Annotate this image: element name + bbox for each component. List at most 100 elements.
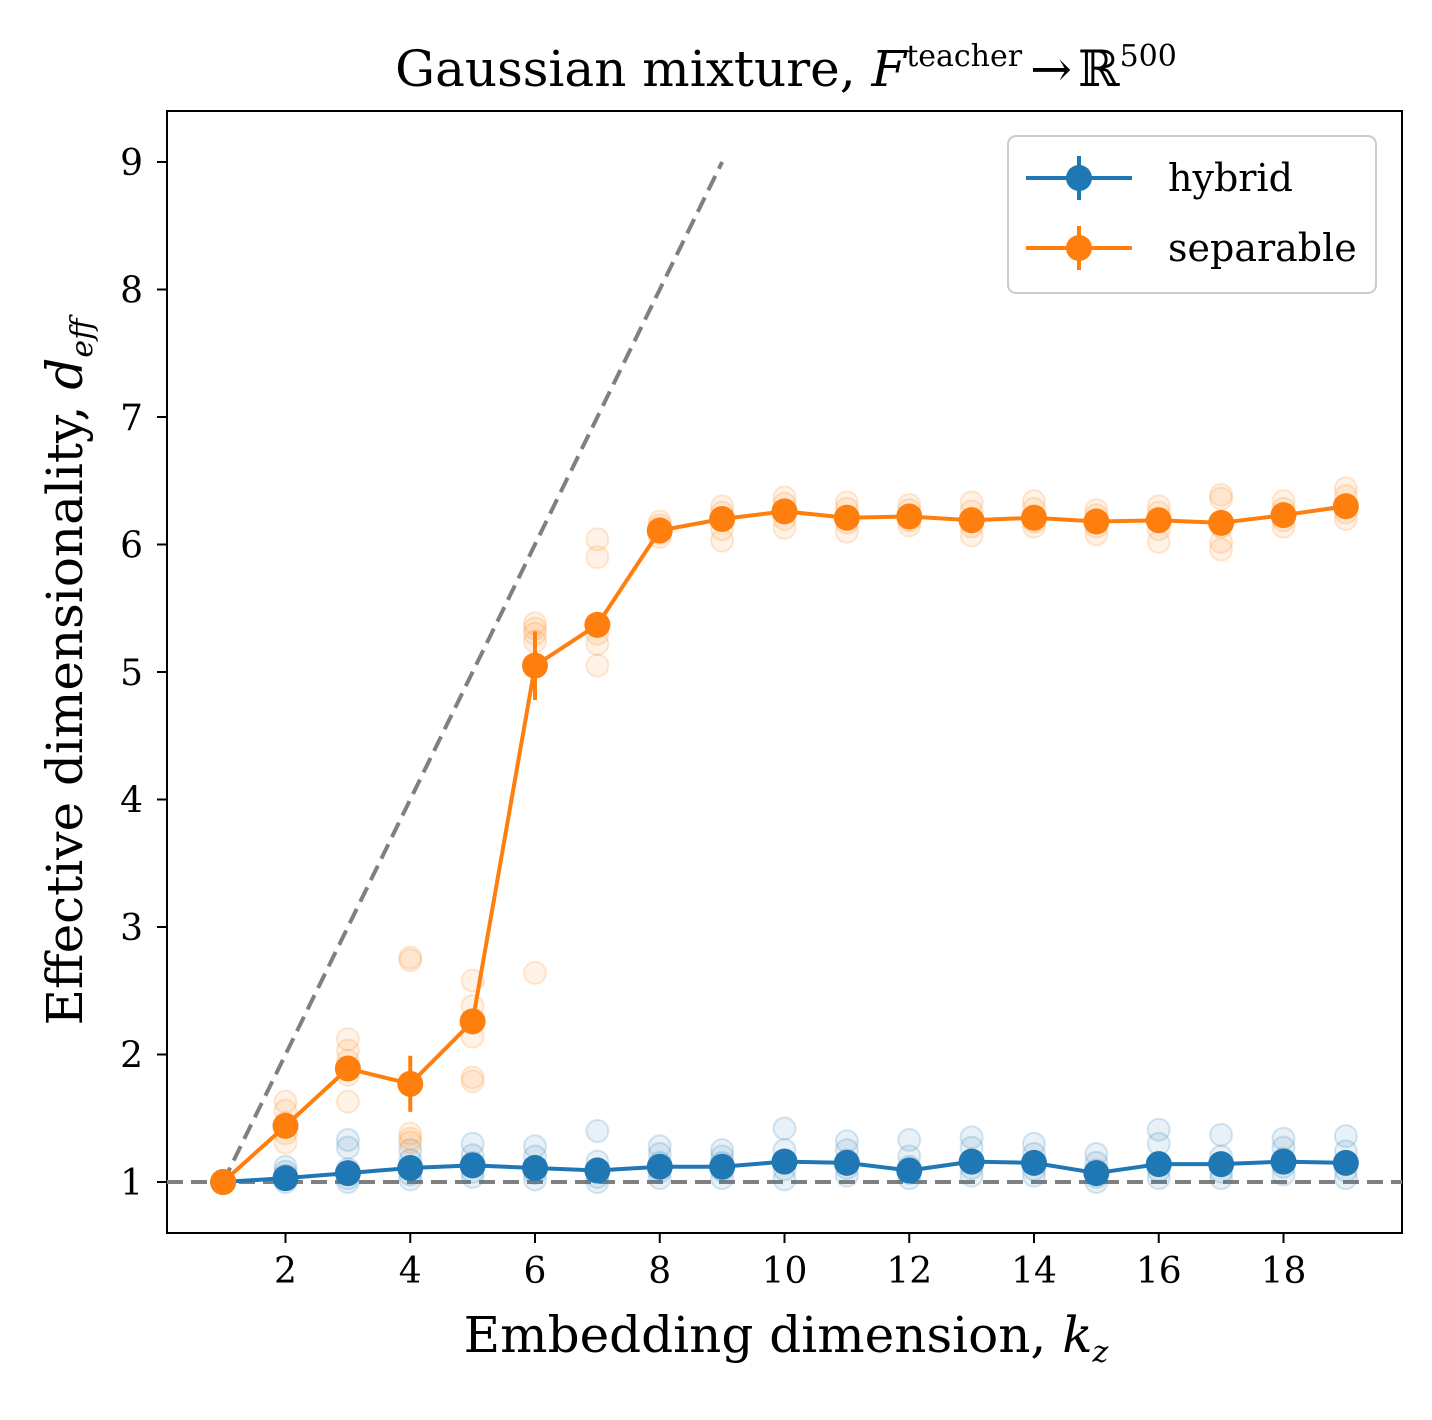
- plot-area: [166, 110, 1403, 1234]
- separable-sample-point: [335, 1089, 360, 1114]
- y-axis-label: Effective dimensionality, deff: [36, 314, 100, 1026]
- y-tick-label: 7: [120, 398, 143, 439]
- hybrid-sample-point: [897, 1127, 922, 1152]
- separable-data-point: [1145, 507, 1172, 534]
- hybrid-sample-point: [460, 1131, 485, 1156]
- separable-data-point: [1332, 493, 1359, 520]
- y-tick-label: 6: [120, 526, 143, 567]
- x-axis-label-text: Embedding dimension,: [464, 1306, 1063, 1364]
- title-math-r: ℝ: [1078, 40, 1120, 98]
- separable-sample-point: [398, 948, 423, 973]
- y-tick-label: 8: [120, 271, 143, 312]
- x-tick-label: 8: [648, 1251, 671, 1292]
- hybrid-data-point: [1145, 1151, 1172, 1178]
- legend: hybrid separable: [1007, 135, 1377, 294]
- hybrid-sample-point: [834, 1129, 859, 1154]
- x-tick-label: 10: [762, 1251, 808, 1292]
- hybrid-data-point: [958, 1148, 985, 1175]
- x-tick-label: 2: [274, 1251, 297, 1292]
- x-axis-label-math: k: [1062, 1306, 1092, 1364]
- hybrid-data-point: [1020, 1149, 1047, 1176]
- separable-sample-point: [1209, 537, 1234, 562]
- separable-sample-point: [398, 1121, 423, 1146]
- separable-data-point: [1208, 509, 1235, 536]
- title-math-r-sup: 500: [1120, 39, 1177, 74]
- hybrid-sample-point: [335, 1127, 360, 1152]
- x-tick-label: 12: [886, 1251, 932, 1292]
- hybrid-sample-point: [523, 1134, 548, 1159]
- separable-sample-point: [273, 1089, 298, 1114]
- separable-data-point: [397, 1070, 424, 1097]
- hybrid-sample-point: [335, 1135, 360, 1160]
- hybrid-data-point: [1208, 1151, 1235, 1178]
- legend-box: [1007, 135, 1377, 294]
- separable-data-point: [1020, 504, 1047, 531]
- separable-data-point: [459, 1008, 486, 1035]
- y-tick-label: 4: [120, 781, 143, 822]
- hybrid-data-point: [833, 1149, 860, 1176]
- y-ticks: 1 2 3 4 5 6 7 8 9: [120, 143, 167, 1204]
- separable-sample-point: [1209, 486, 1234, 511]
- separable-data-point: [709, 506, 736, 532]
- legend-entry-separable: separable: [1026, 226, 1357, 270]
- hybrid-sample-point: [1271, 1126, 1296, 1151]
- separable-sample-point: [585, 545, 610, 570]
- hybrid-data-point: [584, 1157, 611, 1184]
- hybrid-sample-point: [1209, 1122, 1234, 1147]
- y-tick-label: 2: [120, 1036, 143, 1077]
- y-tick-label: 5: [120, 653, 143, 694]
- legend-marker-hybrid: [1066, 165, 1092, 191]
- hybrid-data-point: [896, 1157, 923, 1184]
- separable-data-point: [646, 517, 673, 544]
- separable-data-point: [1083, 508, 1110, 535]
- x-ticks: 2 4 6 8 10 12 14 16 18: [274, 1233, 1306, 1292]
- x-tick-label: 14: [1011, 1251, 1057, 1292]
- separable-data-point: [272, 1112, 299, 1139]
- separable-sample-point: [398, 1130, 423, 1155]
- legend-label-hybrid: hybrid: [1168, 156, 1293, 200]
- title-math-f: F: [870, 40, 908, 98]
- y-axis-label-sub: eff: [65, 314, 100, 358]
- hybrid-sample-point: [1333, 1124, 1358, 1149]
- hybrid-sample-point: [585, 1119, 610, 1143]
- hybrid-data-point: [459, 1152, 486, 1179]
- reference-lines: [167, 161, 1402, 1184]
- separable-data-point: [896, 503, 923, 530]
- separable-data-point: [1270, 502, 1297, 529]
- x-tick-label: 18: [1261, 1251, 1307, 1292]
- hybrid-data-point: [272, 1165, 299, 1192]
- title-arrow: →: [1030, 40, 1072, 98]
- separable-data-point: [771, 498, 798, 525]
- separable-sample-point: [398, 945, 423, 970]
- separable-sample-point: [460, 1069, 485, 1094]
- legend-entry-hybrid: hybrid: [1026, 156, 1293, 200]
- y-tick-label: 1: [120, 1163, 143, 1204]
- separable-sample-point: [585, 653, 610, 678]
- diagonal-reference-line: [221, 161, 724, 1183]
- hybrid-data-point: [1332, 1149, 1359, 1176]
- separable-data-point: [522, 652, 549, 679]
- separable-data-point: [958, 507, 985, 534]
- title-prefix: Gaussian mixture,: [395, 40, 871, 98]
- separable-data-point: [584, 611, 611, 638]
- separable-data-point: [210, 1169, 237, 1195]
- hybrid-data-point: [334, 1160, 361, 1187]
- x-tick-label: 6: [524, 1251, 547, 1292]
- hybrid-sample-point: [959, 1125, 984, 1150]
- hybrid-sample-point: [772, 1116, 797, 1141]
- series-lines: [210, 493, 1359, 1195]
- legend-marker-separable: [1066, 235, 1092, 261]
- hybrid-data-point: [397, 1154, 424, 1181]
- separable-sample-point: [1209, 482, 1234, 507]
- title-math-sup: teacher: [906, 39, 1023, 74]
- separable-data-point: [334, 1055, 361, 1082]
- hybrid-sample-point: [1146, 1117, 1171, 1142]
- hybrid-data-point: [522, 1154, 549, 1181]
- y-axis-label-math: d: [36, 358, 94, 390]
- separable-sample-point: [523, 960, 548, 985]
- y-tick-label: 9: [120, 143, 143, 184]
- x-tick-label: 4: [399, 1251, 422, 1292]
- x-axis-label: Embedding dimension, kz: [464, 1306, 1109, 1370]
- legend-label-separable: separable: [1168, 226, 1357, 270]
